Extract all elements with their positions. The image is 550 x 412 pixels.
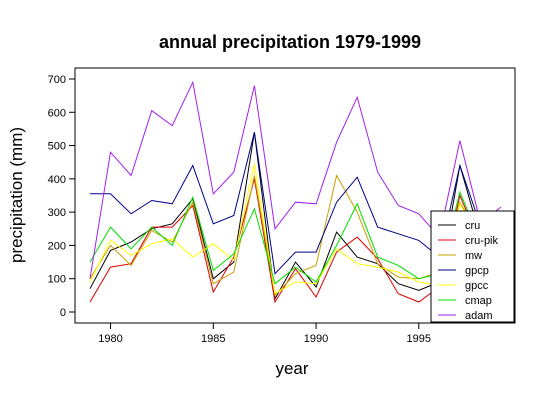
- x-tick-label: 1995: [407, 333, 431, 345]
- x-tick-label: 1990: [304, 333, 328, 345]
- x-tick-label: 1985: [201, 333, 225, 345]
- plot-frame: [74, 67, 516, 324]
- series-line-gpcc: [89, 163, 481, 295]
- legend-label-cru-pik: cru-pik: [465, 235, 499, 247]
- y-tick-label: 600: [48, 107, 66, 119]
- legend-label-gpcp: gpcp: [465, 265, 489, 277]
- series-line-gpcp: [90, 132, 481, 275]
- legend: cru cru-pik mw gpcp gpcc cmap adam: [430, 210, 515, 323]
- y-tick-label: 700: [48, 74, 66, 86]
- series-line-cru-pik: [89, 178, 481, 304]
- legend-box: [430, 210, 515, 323]
- axes: 1980 1985 1990 1995 0 100 200 300 400 500 600 700: [48, 74, 431, 345]
- legend-label-adam: adam: [465, 310, 493, 322]
- legend-label-mw: mw: [465, 250, 482, 262]
- y-tick-label: 500: [48, 141, 66, 153]
- series-line-cru: [89, 132, 481, 301]
- legend-label-cmap: cmap: [465, 295, 492, 307]
- x-tick-label: 1980: [98, 333, 122, 345]
- y-tick-label: 400: [48, 174, 66, 186]
- y-tick-label: 200: [48, 240, 66, 252]
- y-tick-label: 0: [60, 307, 66, 319]
- legend-label-gpcc: gpcc: [465, 280, 489, 292]
- series-line-cmap: [89, 190, 481, 285]
- chart-title: annual precipitation 1979-1999: [159, 32, 421, 52]
- legend-label-cru: cru: [465, 220, 480, 232]
- x-axis-label: year: [275, 359, 308, 378]
- y-axis-label: precipitation (mm): [7, 127, 26, 263]
- series-line-mw: [89, 174, 481, 297]
- y-tick-label: 300: [48, 207, 66, 219]
- y-tick-label: 100: [48, 274, 66, 286]
